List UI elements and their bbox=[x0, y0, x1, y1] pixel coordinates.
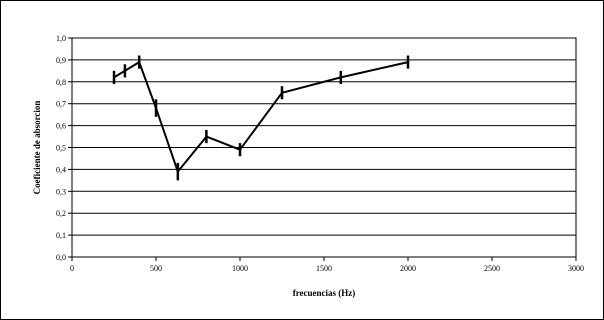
series-layer bbox=[112, 55, 410, 181]
y-tick-label: 0,8 bbox=[56, 78, 66, 87]
y-tick-label: 0,5 bbox=[56, 144, 66, 153]
y-tick-label: 0,7 bbox=[56, 100, 66, 109]
y-tick-label: 0,9 bbox=[56, 56, 66, 65]
x-tick-label: 3000 bbox=[568, 264, 584, 273]
x-tick-label: 1000 bbox=[232, 264, 248, 273]
y-axis-ticks: 0,0 0,1 0,2 0,3 0,4 0,5 0,6 0,7 0,8 0,9 1,0 bbox=[56, 34, 72, 262]
y-tick-label: 0,3 bbox=[56, 187, 66, 196]
y-tick-label: 0,2 bbox=[56, 209, 66, 218]
x-axis-title: frecuencias (Hz) bbox=[293, 288, 356, 298]
series-line bbox=[113, 61, 409, 173]
y-tick-label: 0,4 bbox=[56, 165, 66, 174]
x-tick-label: 0 bbox=[70, 264, 74, 273]
y-axis-title: Coeficiente de absorcion bbox=[32, 101, 42, 195]
x-axis-ticks: 0 500 1000 1500 2000 2500 3000 bbox=[70, 257, 584, 273]
x-tick-label: 1500 bbox=[316, 264, 332, 273]
x-tick-label: 2500 bbox=[484, 264, 500, 273]
y-tick-label: 0,6 bbox=[56, 122, 66, 131]
x-tick-label: 2000 bbox=[400, 264, 416, 273]
y-tick-label: 0,1 bbox=[56, 231, 66, 240]
y-tick-label: 0,0 bbox=[56, 253, 66, 262]
x-tick-label: 500 bbox=[150, 264, 162, 273]
y-tick-label: 1,0 bbox=[56, 34, 66, 43]
